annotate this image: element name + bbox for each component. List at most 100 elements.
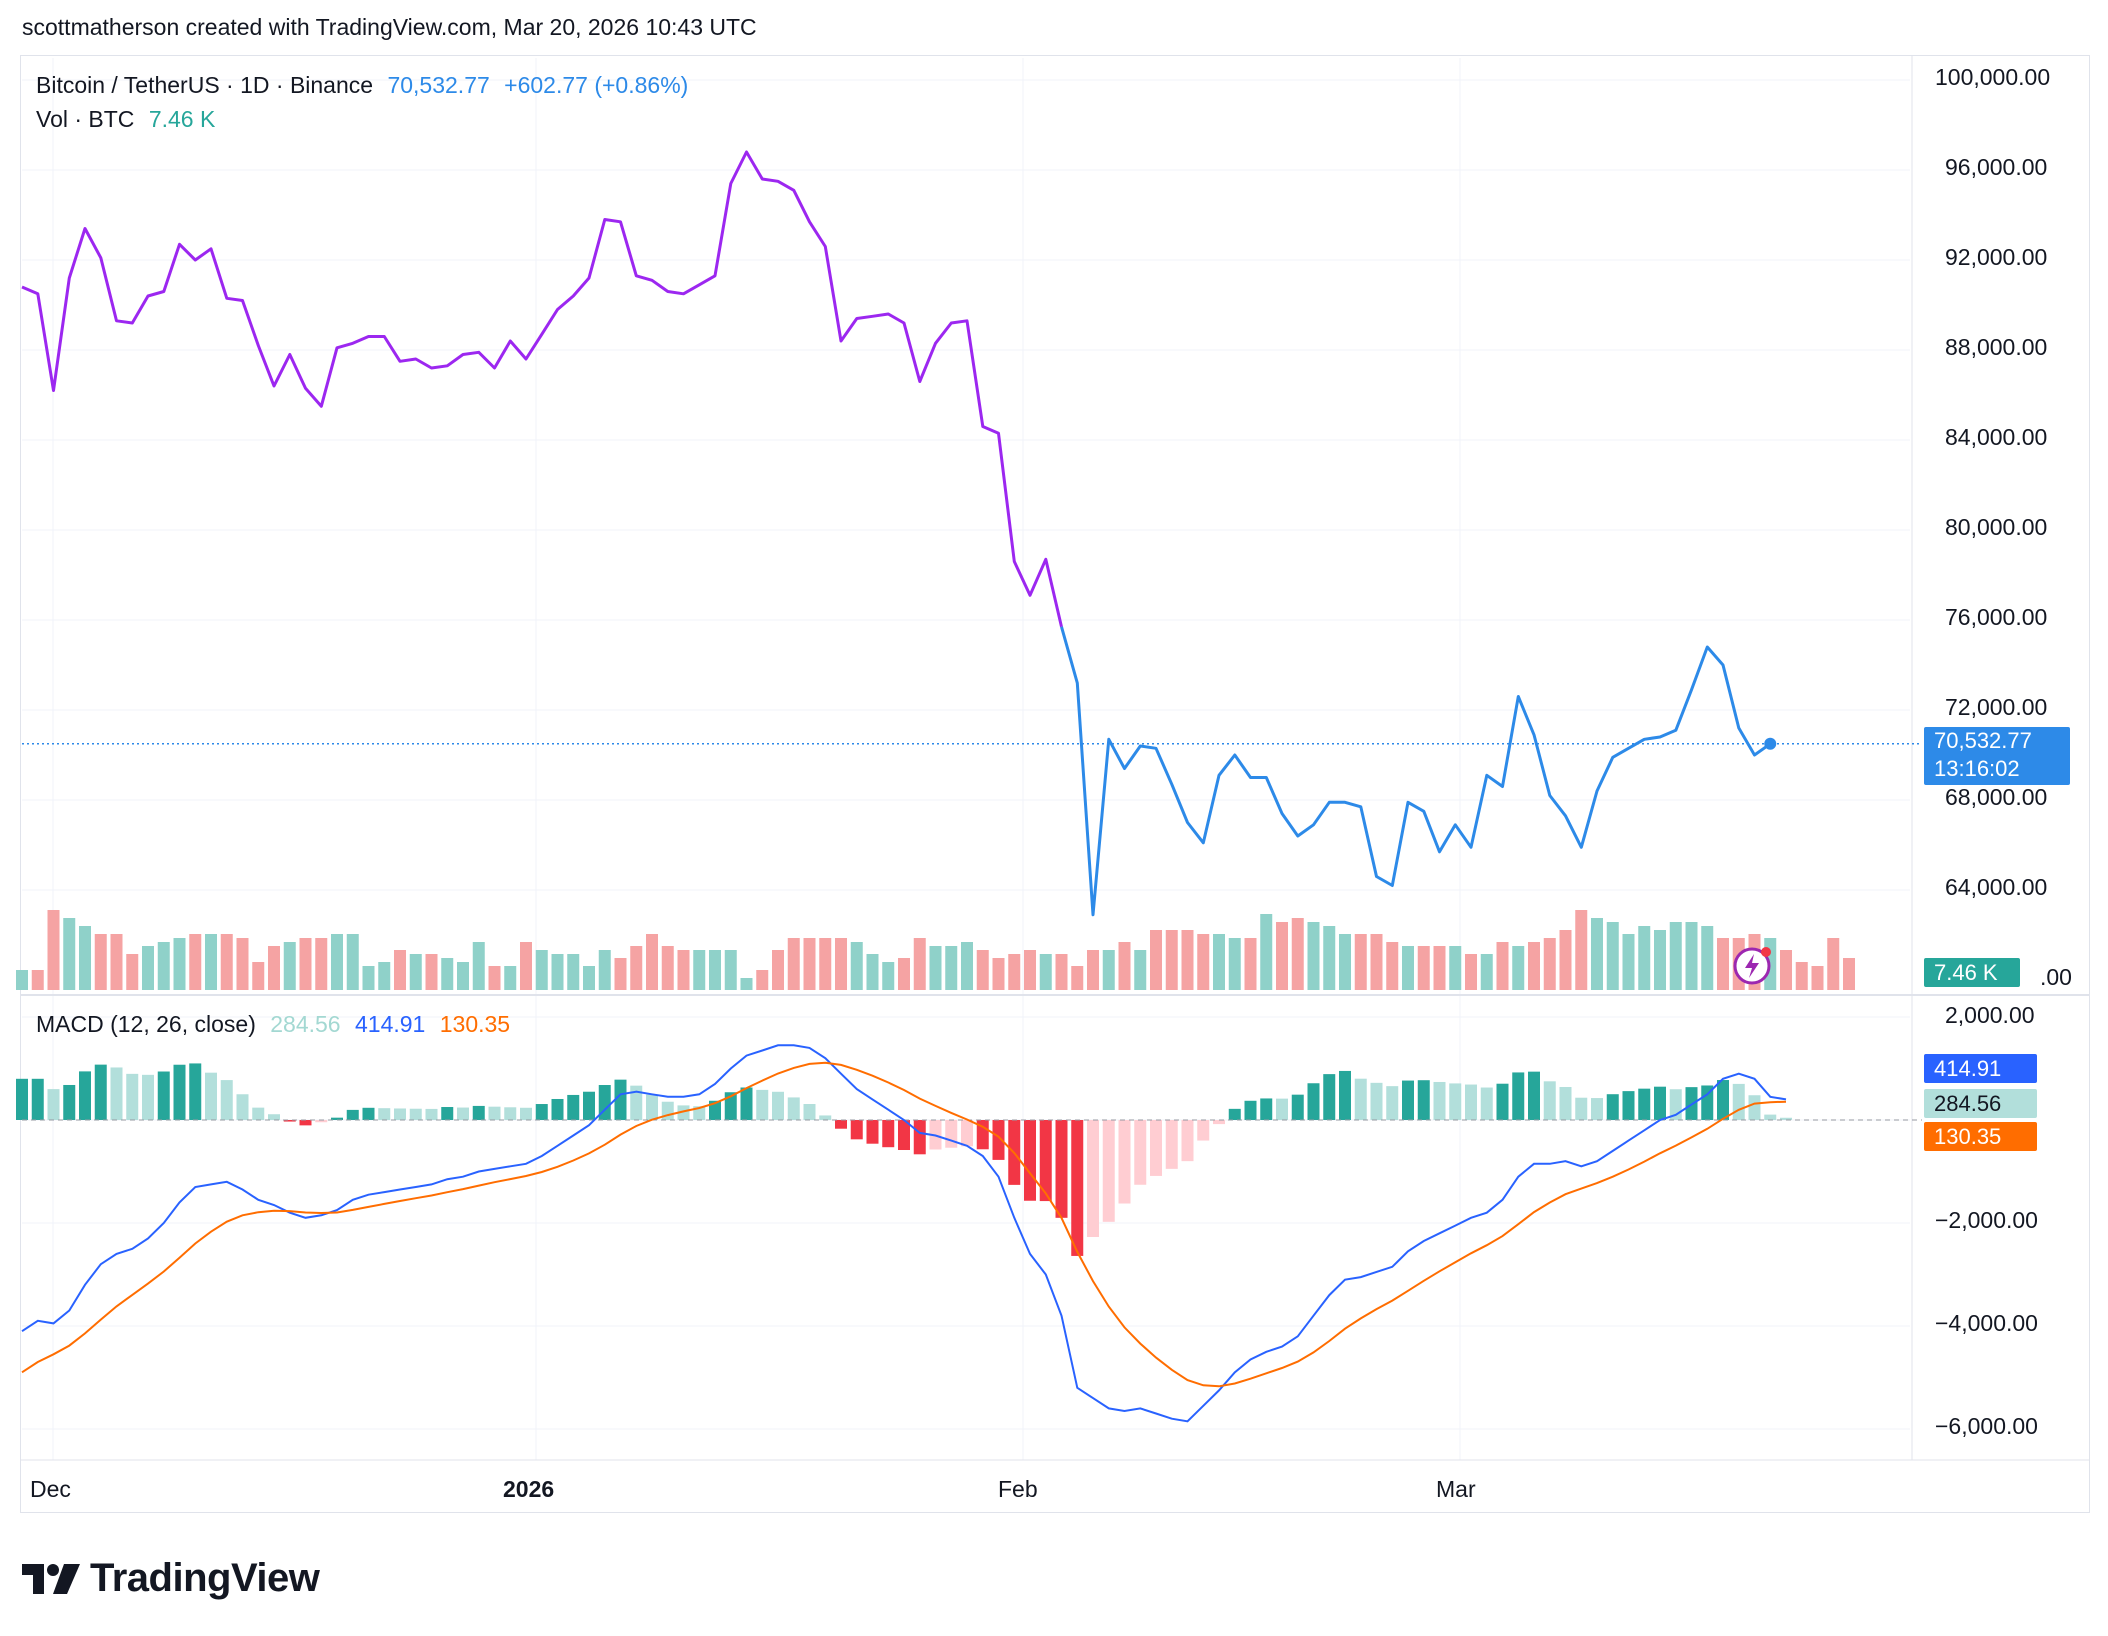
volume-bar bbox=[94, 934, 107, 990]
macd-histogram-bar bbox=[1055, 1120, 1068, 1218]
macd-histogram-bar bbox=[504, 1107, 517, 1120]
volume-bar bbox=[1780, 950, 1792, 990]
lightning-icon[interactable] bbox=[1733, 945, 1773, 985]
macd-histogram-bar bbox=[252, 1107, 265, 1120]
macd-histogram-bar bbox=[1181, 1120, 1194, 1162]
volume-bar bbox=[1811, 966, 1824, 990]
volume-bar bbox=[1354, 934, 1367, 990]
volume-bar bbox=[1087, 950, 1099, 990]
macd-signal-badge: 130.35 bbox=[1924, 1122, 2037, 1151]
macd-histogram-bar bbox=[646, 1094, 658, 1120]
macd-histogram-bar bbox=[488, 1106, 501, 1120]
volume-bar bbox=[1118, 942, 1131, 990]
macd-histogram-bar bbox=[1134, 1120, 1147, 1185]
macd-histogram-bar bbox=[1323, 1074, 1336, 1120]
macd-histogram-bar bbox=[236, 1094, 249, 1120]
price-line-late bbox=[1060, 626, 1772, 917]
macd-histogram-bar bbox=[1087, 1120, 1099, 1237]
volume-bar bbox=[803, 938, 816, 990]
volume-bar bbox=[1606, 922, 1619, 990]
macd-tick: 2,000.00 bbox=[1945, 1002, 2035, 1028]
volume-value: 7.46 K bbox=[148, 106, 216, 132]
volume-bar bbox=[472, 942, 485, 990]
macd-histogram-bar bbox=[205, 1072, 217, 1120]
macd-histogram-bar bbox=[425, 1108, 438, 1120]
volume-bar bbox=[1134, 950, 1147, 990]
volume-bar bbox=[772, 950, 784, 990]
macd-histogram-bar bbox=[1433, 1081, 1446, 1120]
volume-bar bbox=[1701, 926, 1714, 990]
volume-bar bbox=[929, 946, 942, 990]
volume-bar bbox=[1654, 930, 1666, 990]
volume-bar bbox=[488, 966, 501, 990]
macd-histogram-bar bbox=[1071, 1120, 1084, 1256]
macd-histogram-bar bbox=[110, 1067, 123, 1120]
volume-bar bbox=[1827, 938, 1840, 990]
volume-bar bbox=[1512, 946, 1525, 990]
volume-label: Vol · BTC bbox=[36, 106, 135, 132]
macd-label: MACD (12, 26, close) bbox=[36, 1011, 256, 1037]
volume-bar bbox=[646, 934, 658, 990]
volume-bar bbox=[1843, 958, 1855, 990]
volume-bar bbox=[142, 946, 154, 990]
current-price-dot bbox=[1764, 737, 1777, 750]
macd-tick: −4,000.00 bbox=[1935, 1310, 2038, 1336]
volume-bar bbox=[992, 958, 1005, 990]
macd-histogram-bar bbox=[362, 1107, 375, 1120]
macd-histogram-bar bbox=[961, 1120, 973, 1147]
price-line-early bbox=[21, 150, 1063, 628]
volume-bar bbox=[787, 938, 800, 990]
volume-bar bbox=[1496, 942, 1509, 990]
macd-histogram-bar bbox=[1370, 1082, 1383, 1120]
volume-bar bbox=[47, 910, 60, 990]
macd-histogram-bar bbox=[1213, 1120, 1225, 1125]
current-price-badge: 70,532.77 13:16:02 bbox=[1924, 727, 2070, 785]
price-tick: 92,000.00 bbox=[1945, 244, 2048, 270]
brand-name: TradingView bbox=[90, 1556, 320, 1600]
macd-histogram-bar bbox=[299, 1120, 312, 1126]
volume-bar bbox=[362, 966, 375, 990]
macd-histogram-bar bbox=[1638, 1088, 1651, 1120]
volume-bar bbox=[819, 938, 832, 990]
macd-histogram-bar bbox=[866, 1120, 879, 1144]
attribution-header: scottmatherson created with TradingView.… bbox=[22, 14, 757, 40]
macd-histogram-bar bbox=[1764, 1114, 1777, 1120]
price-tick: 72,000.00 bbox=[1945, 694, 2048, 720]
macd-histogram-bar bbox=[457, 1107, 469, 1120]
macd-histogram-bar bbox=[79, 1071, 91, 1120]
price-tick: 84,000.00 bbox=[1945, 424, 2048, 450]
volume-bar bbox=[1291, 918, 1304, 990]
macd-histogram-bar bbox=[315, 1120, 328, 1123]
volume-bar bbox=[441, 958, 454, 990]
volume-bar bbox=[31, 970, 44, 990]
volume-bar bbox=[315, 938, 328, 990]
volume-bar bbox=[1370, 934, 1383, 990]
volume-bar bbox=[1260, 914, 1273, 990]
macd-histogram-bar bbox=[268, 1114, 280, 1120]
macd-histogram-bar bbox=[1354, 1078, 1367, 1120]
volume-bar bbox=[1024, 950, 1036, 990]
macd-histogram-bar bbox=[1575, 1097, 1588, 1120]
volume-bar bbox=[1244, 938, 1257, 990]
macd-histogram-bar bbox=[1732, 1083, 1745, 1120]
macd-histogram-bar bbox=[551, 1098, 564, 1120]
volume-bar bbox=[1228, 938, 1241, 990]
macd-signal-value: 130.35 bbox=[439, 1011, 511, 1037]
macd-histogram-bar bbox=[283, 1120, 296, 1122]
macd-histogram-bar bbox=[47, 1089, 60, 1120]
volume-bar bbox=[236, 938, 249, 990]
macd-histogram-bar bbox=[1622, 1091, 1635, 1120]
volume-bar bbox=[567, 954, 580, 990]
macd-histogram-bar bbox=[1559, 1086, 1572, 1120]
volume-bar bbox=[630, 946, 643, 990]
volume-bar bbox=[1559, 930, 1572, 990]
macd-histogram-bar bbox=[992, 1120, 1005, 1160]
volume-bar bbox=[709, 950, 721, 990]
volume-bar bbox=[1071, 966, 1084, 990]
countdown-timer: 13:16:02 bbox=[1934, 756, 2020, 781]
macd-histogram-bar bbox=[1276, 1098, 1288, 1120]
last-price: 70,532.77 bbox=[387, 72, 490, 98]
volume-bar bbox=[16, 970, 28, 990]
macd-histogram-bar bbox=[772, 1091, 784, 1120]
